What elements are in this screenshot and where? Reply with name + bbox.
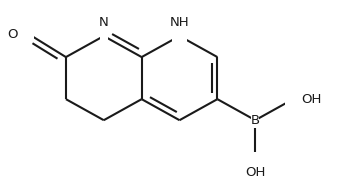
Bar xyxy=(172,29,187,43)
Text: NH: NH xyxy=(170,16,189,29)
Bar xyxy=(247,152,263,166)
Bar xyxy=(285,92,301,107)
Text: B: B xyxy=(251,114,260,127)
Bar xyxy=(26,28,34,42)
Text: N: N xyxy=(99,16,108,29)
Text: OH: OH xyxy=(245,166,265,180)
Text: OH: OH xyxy=(301,93,322,106)
Bar xyxy=(100,29,108,43)
Bar xyxy=(251,113,259,127)
Text: O: O xyxy=(7,28,18,41)
